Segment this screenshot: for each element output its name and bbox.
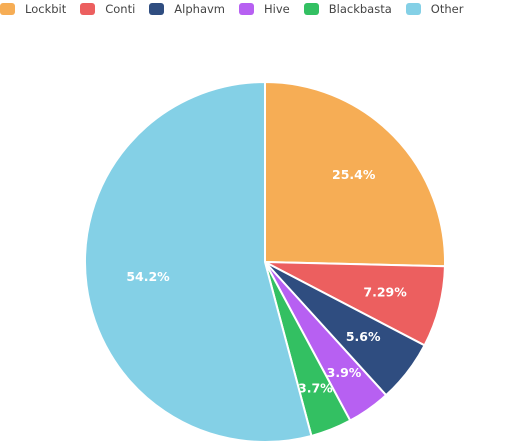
pie-slice-label-blackbasta: 3.7% <box>298 381 333 396</box>
legend-item-blackbasta[interactable]: Blackbasta <box>303 2 392 16</box>
pie-slice-labels: 25.4% 7.29% 5.6% 3.9%3.7% 54.2% <box>126 167 407 396</box>
legend-label-hive: Hive <box>264 2 290 16</box>
pie-slice-lockbit[interactable] <box>264 80 446 268</box>
legend-label-blackbasta: Blackbasta <box>328 2 392 16</box>
legend-item-conti[interactable]: Conti <box>80 2 135 16</box>
legend-label-lockbit: Lockbit <box>25 2 67 16</box>
legend-swatch-conti <box>80 3 96 15</box>
legend-item-hive[interactable]: Hive <box>239 2 290 16</box>
legend-label-other: Other <box>430 2 464 16</box>
pie-slice-label-other: 54.2% <box>126 269 170 284</box>
pie-slice-label-hive: 3.9% <box>327 365 362 380</box>
pie-slices <box>84 80 446 442</box>
pie-slice-label-alphavm: 5.6% <box>346 329 381 344</box>
legend-swatch-lockbit <box>0 3 15 15</box>
chart-legend: Lockbit Conti Alphavm Hive Blackbasta Ot… <box>0 0 477 18</box>
legend-label-alphavm: Alphavm <box>174 2 226 16</box>
legend-label-conti: Conti <box>105 2 136 16</box>
legend-swatch-blackbasta <box>303 3 319 15</box>
legend-item-alphavm[interactable]: Alphavm <box>149 2 225 16</box>
pie-slice-other[interactable] <box>84 80 313 442</box>
legend-item-other[interactable]: Other <box>405 2 464 16</box>
legend-swatch-alphavm <box>149 3 165 15</box>
legend-item-lockbit[interactable]: Lockbit <box>0 2 66 16</box>
legend-swatch-other <box>405 3 421 15</box>
pie-slice-label-lockbit: 25.4% <box>332 167 376 182</box>
pie-slice-label-conti: 7.29% <box>363 284 407 299</box>
legend-swatch-hive <box>239 3 255 15</box>
